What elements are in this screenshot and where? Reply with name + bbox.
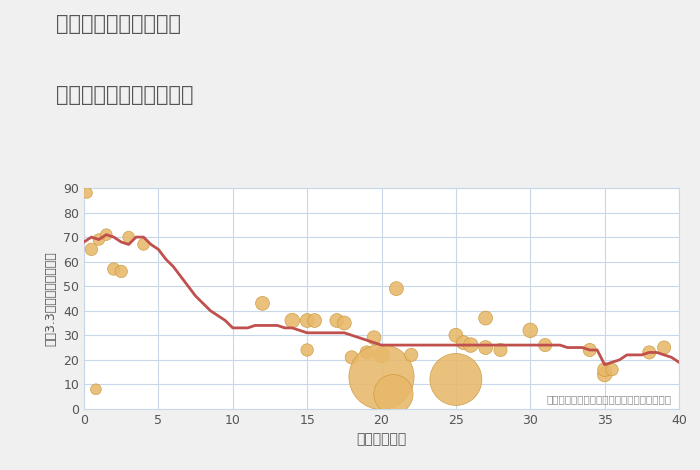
Point: [331, 317, 342, 324]
X-axis label: 築年数（年）: 築年数（年）: [356, 432, 407, 446]
Point: [599, 366, 610, 373]
Point: [376, 351, 387, 359]
Point: [302, 317, 313, 324]
Point: [86, 246, 97, 253]
Point: [376, 373, 387, 381]
Point: [465, 341, 476, 349]
Point: [599, 371, 610, 378]
Point: [302, 346, 313, 354]
Point: [450, 376, 461, 383]
Point: [93, 236, 104, 243]
Point: [339, 319, 350, 327]
Point: [525, 327, 536, 334]
Point: [644, 349, 655, 356]
Point: [659, 344, 670, 351]
Point: [90, 385, 101, 393]
Point: [81, 189, 92, 196]
Y-axis label: 坪（3.3㎡）単価（万円）: 坪（3.3㎡）単価（万円）: [45, 251, 57, 346]
Point: [101, 231, 112, 238]
Point: [287, 317, 298, 324]
Point: [450, 331, 461, 339]
Point: [606, 366, 617, 373]
Point: [309, 317, 320, 324]
Point: [138, 241, 149, 248]
Text: 築年数別中古戸建て価格: 築年数別中古戸建て価格: [56, 85, 193, 105]
Point: [480, 344, 491, 351]
Point: [116, 268, 127, 275]
Point: [346, 353, 357, 361]
Point: [406, 351, 417, 359]
Point: [123, 233, 134, 241]
Point: [480, 314, 491, 322]
Point: [540, 341, 551, 349]
Point: [495, 346, 506, 354]
Text: 兵庫県小野市復井町の: 兵庫県小野市復井町の: [56, 14, 181, 34]
Point: [257, 299, 268, 307]
Point: [388, 391, 399, 398]
Point: [108, 265, 119, 273]
Point: [584, 346, 595, 354]
Point: [361, 349, 372, 356]
Point: [458, 339, 469, 346]
Point: [368, 334, 379, 342]
Text: 円の大きさは、取引のあった物件面積を示す: 円の大きさは、取引のあった物件面積を示す: [547, 394, 671, 404]
Point: [391, 285, 402, 292]
